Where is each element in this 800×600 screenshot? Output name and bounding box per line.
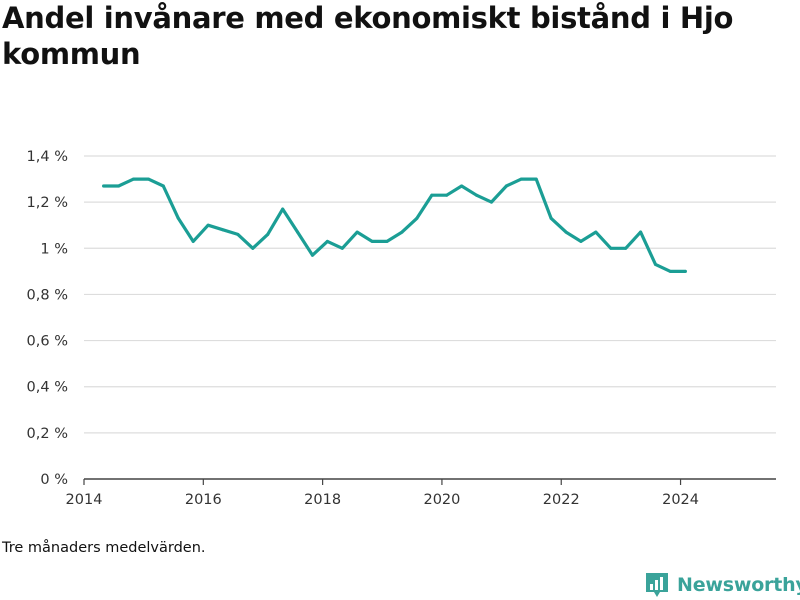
data-point <box>653 262 657 266</box>
data-point <box>624 246 628 250</box>
data-point <box>489 200 493 204</box>
data-point <box>549 216 553 220</box>
brand-logo: Newsworthy <box>644 570 800 600</box>
x-tick-label: 2024 <box>662 492 699 508</box>
data-point <box>609 246 613 250</box>
data-point <box>206 223 210 227</box>
x-tick-label: 2018 <box>304 492 341 508</box>
y-tick-label: 1,4 % <box>27 149 68 165</box>
data-point <box>102 184 106 188</box>
y-axis-ticks: 0 % 0,2 % 0,4 % 0,6 % 0,8 % 1 % 1,2 % 1,4 % <box>27 149 68 488</box>
data-point <box>668 269 672 273</box>
data-point <box>534 177 538 181</box>
x-tick-label: 2014 <box>66 492 103 508</box>
data-point <box>132 177 136 181</box>
data-point <box>146 177 150 181</box>
y-tick-label: 0,8 % <box>27 287 68 303</box>
y-tick-label: 1 % <box>40 241 68 257</box>
x-tick-label: 2016 <box>185 492 222 508</box>
data-point <box>460 184 464 188</box>
data-point <box>564 230 568 234</box>
chart-title: Andel invånare med ekonomiskt bistånd i … <box>2 1 734 71</box>
data-point <box>281 207 285 211</box>
data-point <box>191 239 195 243</box>
data-point <box>579 239 583 243</box>
data-point <box>385 239 389 243</box>
data-point <box>176 216 180 220</box>
data-point <box>475 193 479 197</box>
data-point <box>519 177 523 181</box>
newsworthy-logo-icon <box>646 573 668 597</box>
x-tick-label: 2020 <box>423 492 460 508</box>
data-point <box>415 216 419 220</box>
data-point <box>639 230 643 234</box>
y-grid <box>84 155 776 434</box>
data-point <box>400 230 404 234</box>
data-point <box>683 269 687 273</box>
y-tick-label: 0,6 % <box>27 334 68 350</box>
series-line <box>102 177 687 273</box>
data-point <box>296 230 300 234</box>
data-point <box>325 239 329 243</box>
data-point <box>355 230 359 234</box>
data-point <box>445 193 449 197</box>
x-axis-ticks: 2014 2016 2018 2020 2022 2024 <box>66 479 699 508</box>
y-tick-label: 1,2 % <box>27 195 68 211</box>
data-point <box>340 246 344 250</box>
y-tick-label: 0 % <box>40 472 68 488</box>
data-point <box>117 184 121 188</box>
data-point <box>266 232 270 236</box>
data-point <box>504 184 508 188</box>
chart-note: Tre månaders medelvärden. <box>2 540 206 556</box>
data-point <box>251 246 255 250</box>
series-group <box>102 177 687 273</box>
y-tick-label: 0,4 % <box>27 380 68 396</box>
brand-name: Newsworthy <box>677 574 800 596</box>
x-tick-label: 2022 <box>543 492 580 508</box>
data-point <box>370 239 374 243</box>
data-point <box>221 228 225 232</box>
data-point <box>161 184 165 188</box>
y-tick-label: 0,2 % <box>27 426 68 442</box>
data-point <box>236 232 240 236</box>
data-point <box>430 193 434 197</box>
data-point <box>594 230 598 234</box>
data-point <box>310 253 314 257</box>
